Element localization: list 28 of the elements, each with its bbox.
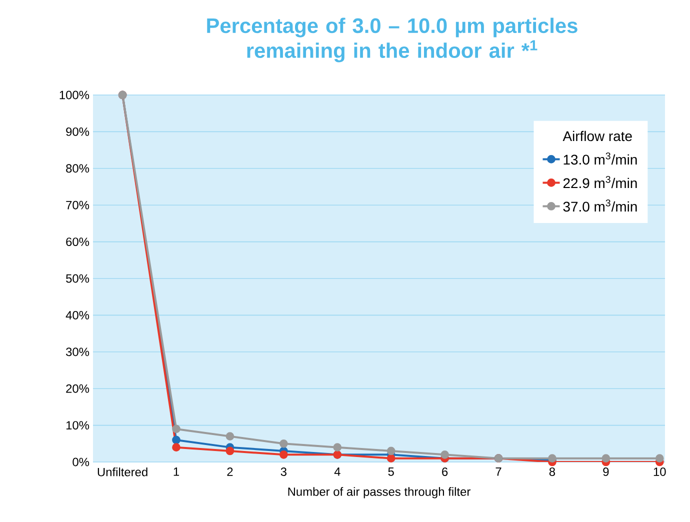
y-tick-label: 40%	[66, 310, 90, 320]
chart-title: Percentage of 3.0 – 10.0 µm particles remaining in the indoor air *$^{1}$	[207, 18, 578, 62]
y-tick-label: 50%	[66, 274, 90, 283]
y-tick-label: 10%	[66, 421, 90, 430]
x-tick-label: 2	[227, 468, 233, 476]
x-tick-label: 4	[334, 468, 340, 476]
y-tick-label: 100%	[60, 90, 90, 100]
x-tick-label: 7	[496, 468, 502, 476]
x-axis-title: Number of air passes through filter	[288, 487, 470, 498]
x-tick-label: 9	[603, 468, 609, 476]
y-tick-label: 90%	[66, 127, 90, 136]
y-tick-label: 80%	[66, 164, 90, 173]
legend-title: Airflow rate	[562, 130, 632, 142]
x-tick-label: 8	[549, 468, 556, 476]
x-tick-label: Unfiltered	[98, 468, 148, 476]
legend-label: 22.9 m$^{3}$/min	[563, 176, 637, 188]
y-tick-label: 30%	[66, 348, 90, 356]
y-tick-label: 60%	[66, 238, 90, 246]
legend-label: 37.0 m$^{3}$/min	[563, 199, 637, 212]
y-tick-label: 70%	[66, 200, 90, 210]
y-tick-label: 20%	[66, 384, 90, 393]
y-tick-label: 0%	[72, 458, 90, 466]
x-tick-label: 6	[442, 468, 448, 476]
x-tick-label: 3	[280, 468, 286, 476]
x-tick-label: 5	[388, 468, 394, 476]
x-tick-label: 1	[174, 468, 179, 476]
legend-label: 13.0 m$^{3}$/min	[564, 152, 637, 165]
x-tick-label: 10	[654, 468, 666, 476]
